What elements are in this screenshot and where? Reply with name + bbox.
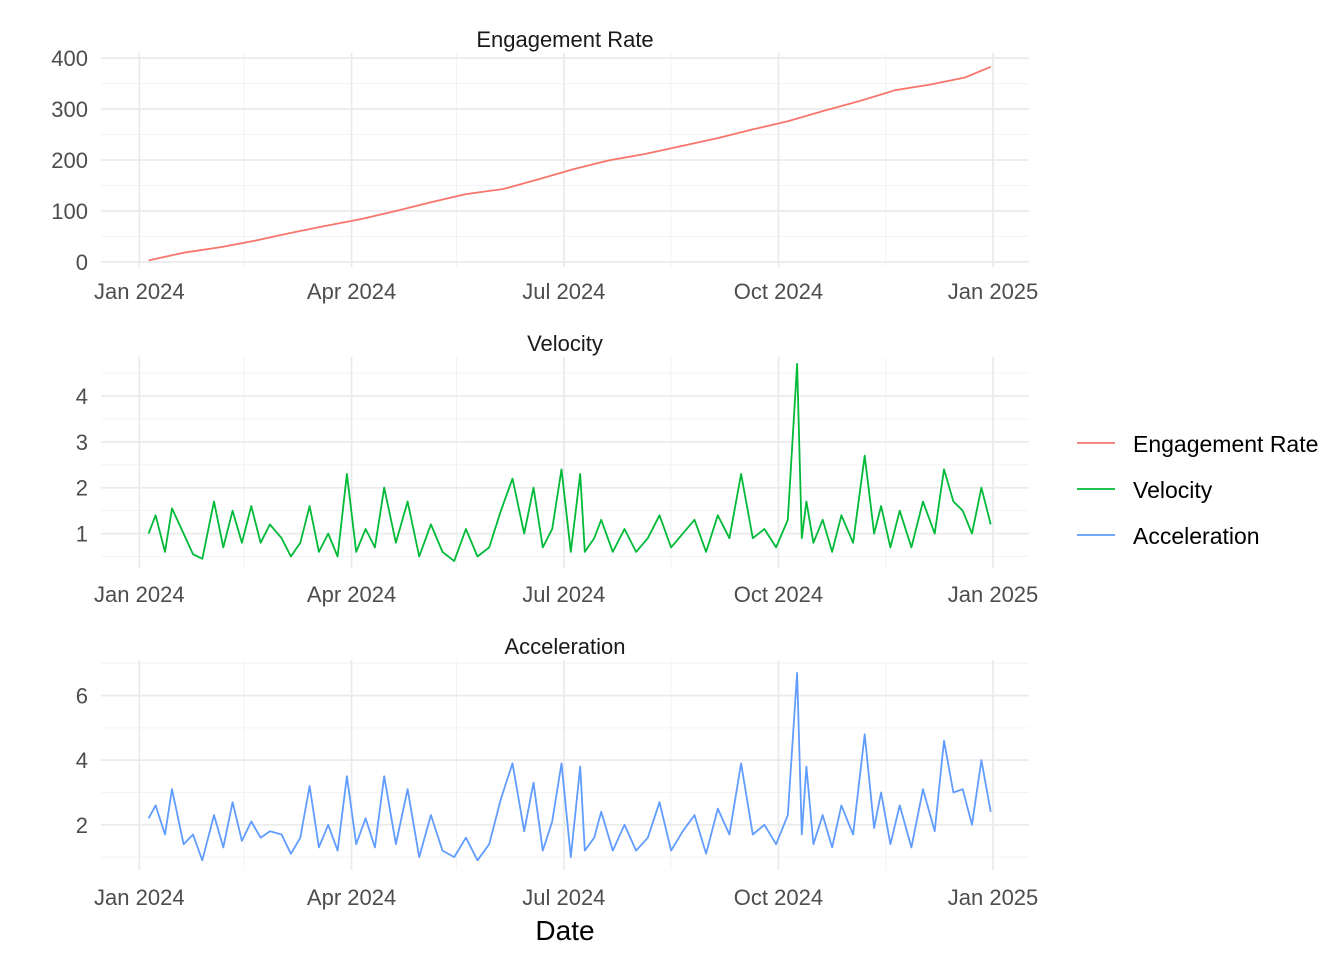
y-tick-label: 3 [76, 430, 88, 455]
x-tick-label: Apr 2024 [307, 279, 396, 304]
y-tick-label: 6 [76, 684, 88, 709]
panel-title: Engagement Rate [476, 27, 653, 52]
x-tick-label: Apr 2024 [307, 885, 396, 910]
x-axis-title: Date [535, 915, 594, 946]
y-tick-label: 300 [51, 97, 88, 122]
x-tick-label: Jul 2024 [522, 279, 605, 304]
legend-label: Engagement Rate [1133, 431, 1318, 457]
panel-acceleration: 2 4 6 Jan 2024 Apr 2024 Jul 2024 Oct 2024 Jan … [76, 634, 1039, 910]
legend: Engagement Rate Velocity Acceleration [1077, 431, 1318, 549]
x-tick-label: Jan 2025 [948, 885, 1039, 910]
y-tick-label: 4 [76, 384, 88, 409]
x-tick-label: Jan 2025 [948, 279, 1039, 304]
x-tick-label: Jan 2024 [94, 582, 185, 607]
panel-title: Velocity [527, 331, 603, 356]
x-tick-label: Apr 2024 [307, 582, 396, 607]
x-tick-label: Oct 2024 [734, 582, 823, 607]
legend-label: Acceleration [1133, 523, 1260, 549]
x-tick-label: Jul 2024 [522, 582, 605, 607]
y-tick-label: 1 [76, 522, 88, 547]
x-tick-label: Jan 2025 [948, 582, 1039, 607]
legend-label: Velocity [1133, 477, 1213, 503]
engagement-rate-line [148, 65, 992, 262]
legend-item-engagement-rate: Engagement Rate [1077, 431, 1318, 457]
x-tick-label: Jan 2024 [94, 279, 185, 304]
x-tick-label: Oct 2024 [734, 885, 823, 910]
panel-engagement-rate: 0 100 200 300 400 Jan 2024 Apr 2024 Jul 2024 Oc… [51, 27, 1038, 304]
y-tick-label: 2 [76, 813, 88, 838]
panel-velocity: 1 2 3 4 Jan 2024 Apr 2024 Jul 2024 Oct 2024 Jan… [76, 331, 1039, 607]
legend-item-velocity: Velocity [1077, 477, 1213, 503]
velocity-line [147, 363, 992, 562]
x-tick-label: Jul 2024 [522, 885, 605, 910]
x-tick-label: Jan 2024 [94, 885, 185, 910]
acceleration-line [147, 672, 992, 862]
y-tick-label: 200 [51, 148, 88, 173]
x-tick-label: Oct 2024 [734, 279, 823, 304]
legend-item-acceleration: Acceleration [1077, 523, 1260, 549]
y-tick-label: 4 [76, 748, 88, 773]
y-tick-label: 0 [76, 250, 88, 275]
y-tick-label: 400 [51, 46, 88, 71]
panel-title: Acceleration [504, 634, 625, 659]
y-tick-label: 2 [76, 476, 88, 501]
y-tick-label: 100 [51, 199, 88, 224]
